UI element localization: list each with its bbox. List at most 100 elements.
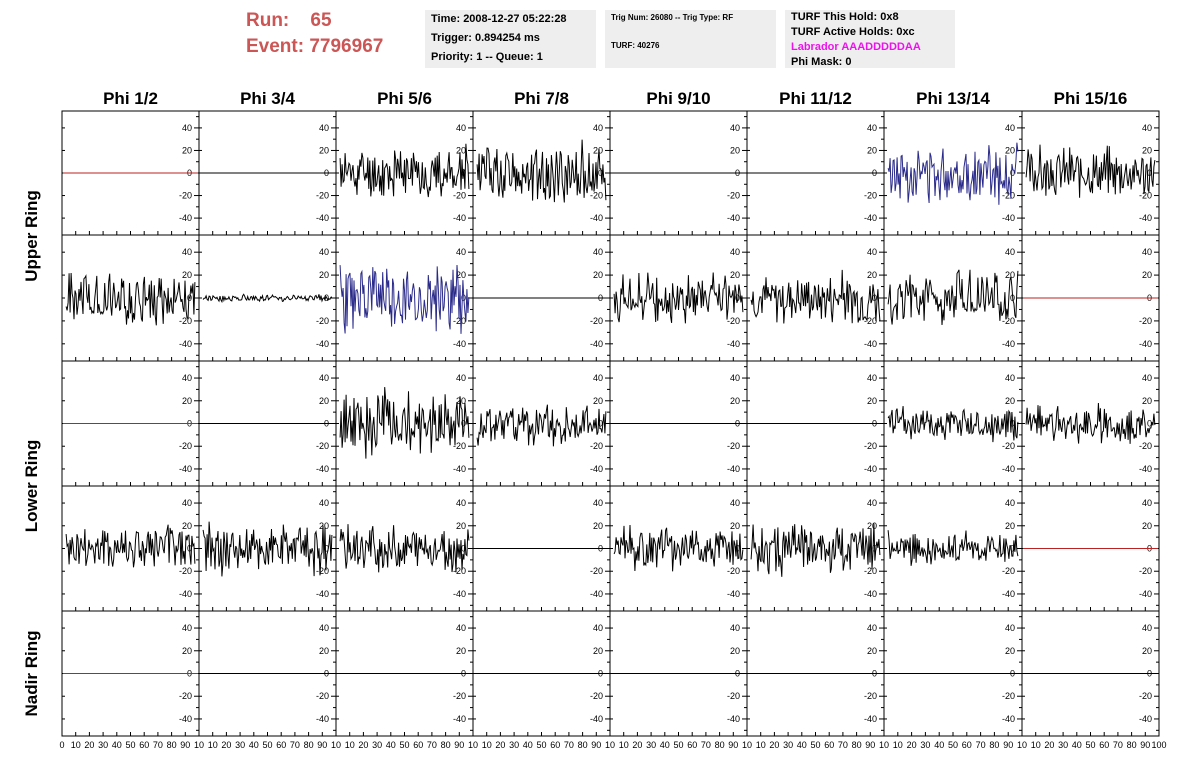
y-tick-label: -20 (179, 191, 192, 201)
x-tick-label: 50 (810, 740, 820, 750)
y-tick-label: -20 (727, 566, 740, 576)
y-tick-label: -40 (590, 714, 603, 724)
x-tick-label: 70 (838, 740, 848, 750)
x-tick-label: 70 (290, 740, 300, 750)
y-tick-label: 20 (1142, 521, 1152, 531)
trig-num-text: Trig Num: 26080 -- Trig Type: RF (611, 13, 734, 22)
y-tick-label: 40 (730, 623, 740, 633)
y-tick-label: -40 (590, 213, 603, 223)
column-header: Phi 5/6 (377, 89, 432, 108)
x-tick-label: 90 (591, 740, 601, 750)
y-tick-label: 20 (867, 396, 877, 406)
x-tick-label: 10 (71, 740, 81, 750)
run-line: Run: 65 (246, 8, 416, 34)
y-tick-label: 40 (1142, 623, 1152, 633)
y-tick-label: 20 (730, 521, 740, 531)
y-tick-label: 0 (461, 544, 466, 554)
y-tick-label: 0 (324, 544, 329, 554)
y-tick-label: -40 (864, 589, 877, 599)
y-tick-label: 40 (1142, 373, 1152, 383)
y-tick-label: -40 (316, 339, 329, 349)
y-tick-label: -40 (1139, 339, 1152, 349)
waveform-trace (1025, 144, 1156, 198)
waveform-trace (339, 143, 470, 198)
trigger-info-panel: Trig Num: 26080 -- Trig Type: RF TURF: 4… (605, 10, 776, 68)
event-label: Event: (246, 36, 305, 57)
y-tick-label: -20 (1139, 691, 1152, 701)
x-tick-label: 10 (1031, 740, 1041, 750)
y-tick-label: 20 (456, 521, 466, 531)
y-tick-label: -20 (316, 691, 329, 701)
y-tick-label: 40 (1005, 498, 1015, 508)
y-tick-label: -20 (590, 566, 603, 576)
x-tick-label: 30 (646, 740, 656, 750)
x-tick-label: 70 (976, 740, 986, 750)
y-tick-label: 20 (319, 646, 329, 656)
column-header: Phi 11/12 (779, 89, 852, 108)
y-tick-label: -40 (453, 714, 466, 724)
y-tick-label: 40 (456, 123, 466, 133)
x-tick-label: 80 (578, 740, 588, 750)
x-tick-label: 70 (427, 740, 437, 750)
y-tick-label: -20 (453, 316, 466, 326)
y-tick-label: -20 (179, 566, 192, 576)
y-tick-label: -20 (316, 316, 329, 326)
column-header: Phi 9/10 (646, 89, 710, 108)
y-tick-label: -40 (1139, 213, 1152, 223)
y-tick-label: 20 (182, 145, 192, 155)
y-tick-label: -40 (590, 339, 603, 349)
y-tick-label: -40 (453, 464, 466, 474)
y-tick-label: -20 (1139, 316, 1152, 326)
y-tick-label: 20 (456, 270, 466, 280)
y-tick-label: -40 (179, 714, 192, 724)
x-tick-label: 30 (235, 740, 245, 750)
y-tick-label: 40 (867, 623, 877, 633)
waveform-trace (65, 524, 196, 568)
column-header: Phi 1/2 (103, 89, 158, 108)
y-tick-label: 20 (867, 270, 877, 280)
y-tick-label: -40 (1139, 589, 1152, 599)
turf-active-text: TURF Active Holds: 0xc (791, 26, 915, 38)
x-tick-label: 20 (495, 740, 505, 750)
y-tick-label: -40 (179, 589, 192, 599)
y-tick-label: -40 (727, 589, 740, 599)
y-tick-label: -20 (590, 316, 603, 326)
y-tick-label: -40 (1002, 464, 1015, 474)
row-label: Upper Ring (22, 190, 41, 282)
labrador-text: Labrador AAADDDDDAA (791, 41, 921, 53)
waveform-trace (476, 404, 607, 447)
x-tick-label: 20 (358, 740, 368, 750)
y-tick-label: -20 (1139, 441, 1152, 451)
y-tick-label: -20 (179, 316, 192, 326)
trigger-text: Trigger: 0.894254 ms (431, 32, 540, 44)
y-tick-label: 40 (1142, 498, 1152, 508)
y-tick-label: -40 (453, 339, 466, 349)
x-tick-label: 90 (1140, 740, 1150, 750)
y-tick-label: -40 (727, 213, 740, 223)
x-tick-label: 10 (194, 740, 204, 750)
y-tick-label: -20 (864, 191, 877, 201)
y-tick-label: -20 (453, 691, 466, 701)
y-tick-label: -20 (1139, 191, 1152, 201)
y-tick-label: 20 (593, 396, 603, 406)
x-tick-label: 10 (331, 740, 341, 750)
y-tick-label: 20 (182, 521, 192, 531)
y-tick-label: 40 (182, 498, 192, 508)
y-tick-label: -40 (727, 464, 740, 474)
turf-hold-text: TURF This Hold: 0x8 (791, 11, 899, 23)
y-tick-label: -20 (179, 691, 192, 701)
y-tick-label: 0 (1010, 168, 1015, 178)
waveform-trace (613, 524, 744, 572)
y-tick-label: 20 (456, 145, 466, 155)
y-tick-label: 40 (867, 123, 877, 133)
x-tick-label: 10 (482, 740, 492, 750)
waveform-trace (202, 293, 333, 304)
waveform-trace (750, 269, 881, 324)
y-tick-label: -20 (864, 441, 877, 451)
y-tick-label: -40 (1002, 714, 1015, 724)
y-tick-label: -20 (316, 191, 329, 201)
x-tick-label: 10 (605, 740, 615, 750)
y-tick-label: -40 (179, 213, 192, 223)
waveform-trace (1025, 402, 1156, 444)
